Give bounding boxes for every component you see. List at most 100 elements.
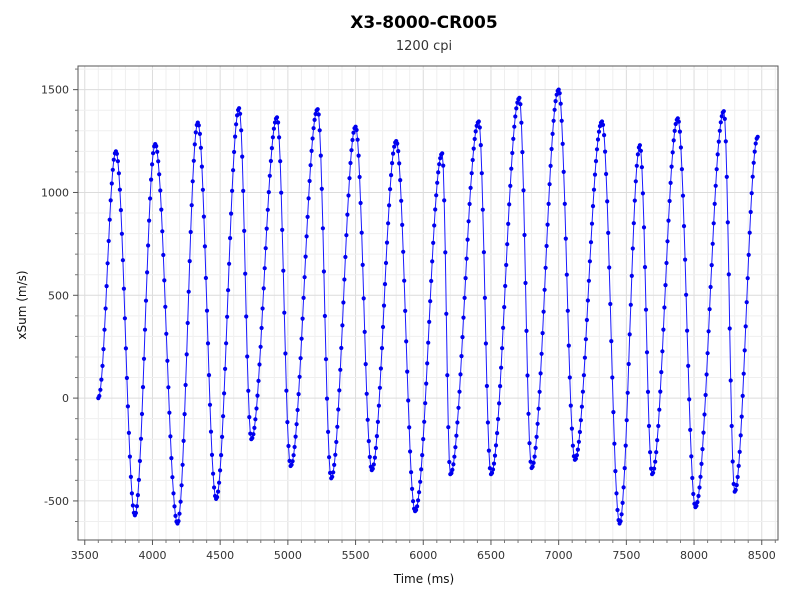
data-point xyxy=(501,325,506,330)
data-point xyxy=(480,207,485,212)
data-point xyxy=(662,305,667,310)
data-point xyxy=(114,151,119,156)
data-point xyxy=(497,401,502,406)
data-point xyxy=(424,381,429,386)
data-point xyxy=(103,306,108,311)
data-point xyxy=(704,372,709,377)
data-point xyxy=(753,141,758,146)
y-tick-label: 1500 xyxy=(41,84,69,97)
data-point xyxy=(348,160,353,166)
data-point xyxy=(471,146,476,151)
data-point xyxy=(481,250,486,255)
data-point xyxy=(263,246,268,251)
data-point xyxy=(246,388,251,393)
data-point xyxy=(426,340,431,345)
data-point xyxy=(642,265,648,270)
data-point xyxy=(184,352,189,357)
data-point xyxy=(341,300,346,305)
data-point xyxy=(646,423,652,429)
data-point xyxy=(379,346,385,351)
data-point xyxy=(604,171,609,177)
data-point xyxy=(742,348,747,353)
data-point xyxy=(437,162,442,167)
data-point xyxy=(618,519,623,524)
data-point xyxy=(104,284,109,289)
data-point xyxy=(400,222,405,227)
data-point xyxy=(356,153,361,158)
data-point xyxy=(291,453,296,458)
data-point xyxy=(300,316,305,321)
data-point xyxy=(434,193,439,198)
data-point xyxy=(391,151,396,156)
data-point xyxy=(485,420,490,425)
data-point xyxy=(306,196,311,201)
data-point xyxy=(102,327,107,332)
data-point xyxy=(179,483,184,488)
data-point xyxy=(560,141,565,146)
data-point xyxy=(142,327,148,332)
data-point xyxy=(257,362,262,367)
data-point xyxy=(432,223,437,228)
data-point xyxy=(540,331,545,336)
data-point xyxy=(738,433,743,438)
data-point xyxy=(163,304,168,309)
y-tick-label: 0 xyxy=(62,392,69,405)
data-point xyxy=(231,168,236,173)
data-point xyxy=(749,191,754,196)
data-point xyxy=(269,146,274,151)
data-point xyxy=(138,436,144,441)
data-point xyxy=(570,443,576,448)
data-point xyxy=(675,116,680,121)
data-point xyxy=(628,302,633,307)
data-point xyxy=(146,243,151,248)
data-point xyxy=(479,171,484,176)
data-point xyxy=(748,209,753,215)
data-point xyxy=(358,200,363,206)
data-point xyxy=(129,491,134,496)
data-point xyxy=(133,510,138,516)
data-point xyxy=(648,450,653,455)
data-point xyxy=(558,101,563,106)
data-point xyxy=(404,339,409,344)
data-point xyxy=(422,419,427,424)
data-point xyxy=(215,495,220,500)
data-point xyxy=(240,154,245,159)
data-point xyxy=(411,499,416,504)
data-point xyxy=(544,243,549,249)
data-point xyxy=(666,218,671,223)
data-point xyxy=(640,191,646,196)
data-point xyxy=(637,143,643,148)
data-point xyxy=(245,354,250,359)
data-point xyxy=(539,351,544,356)
data-point xyxy=(632,198,637,203)
data-point xyxy=(698,474,703,479)
data-point xyxy=(635,152,641,157)
data-point xyxy=(293,434,298,439)
data-point xyxy=(264,226,269,231)
data-point xyxy=(308,163,313,168)
data-point xyxy=(290,459,295,464)
data-point xyxy=(118,208,123,213)
data-point xyxy=(376,403,381,408)
data-point xyxy=(673,121,678,127)
data-point xyxy=(752,149,757,154)
data-point xyxy=(259,325,264,331)
data-point xyxy=(599,119,605,124)
data-point xyxy=(743,324,748,329)
data-point xyxy=(228,236,233,241)
data-point xyxy=(718,120,723,125)
data-point xyxy=(436,170,441,175)
data-point xyxy=(381,303,387,308)
data-point xyxy=(270,135,275,140)
data-point xyxy=(469,171,474,176)
data-point xyxy=(502,305,507,310)
data-point xyxy=(669,164,674,169)
data-point xyxy=(425,361,430,366)
data-point xyxy=(402,278,407,283)
data-point xyxy=(747,230,752,235)
data-point xyxy=(418,479,423,484)
data-point xyxy=(336,407,341,412)
data-point xyxy=(428,299,433,304)
x-tick-label: 3500 xyxy=(71,549,99,562)
data-point xyxy=(493,443,499,448)
